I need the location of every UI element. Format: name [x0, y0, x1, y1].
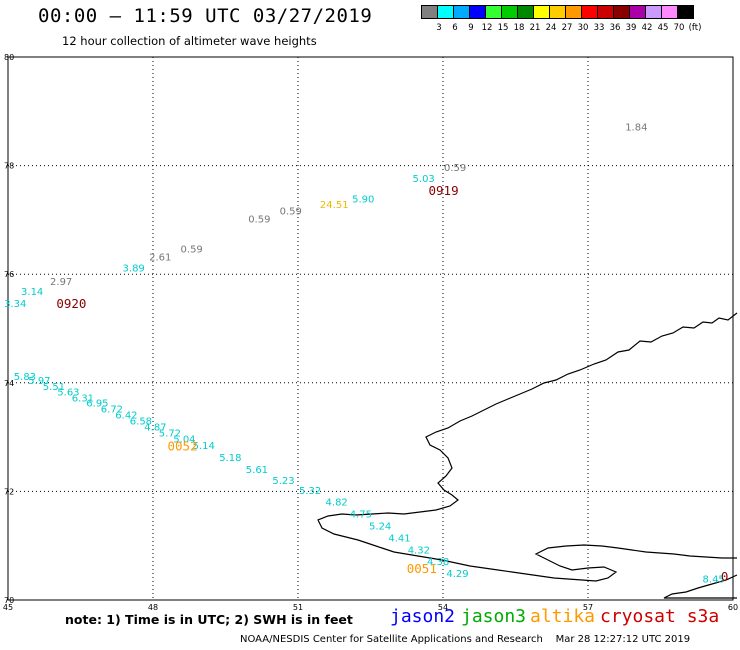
x-tick-label: 54: [438, 603, 448, 612]
page-title: 00:00 — 11:59 UTC 03/27/2019: [38, 5, 373, 27]
color-scale-label: 3: [436, 23, 442, 33]
y-tick-label: 76: [4, 270, 14, 279]
credit-center: NOAA/NESDIS Center for Satellite Applica…: [240, 634, 543, 645]
color-scale-label: 33: [593, 23, 605, 33]
units-note: note: 1) Time is in UTC; 2) SWH is in fe…: [65, 612, 353, 627]
swh-value-label: 4.41: [388, 533, 410, 544]
color-scale-bar: 3 6 9 12 15 18 21 24 27 30 33 36 39 42 45 70 (ft): [421, 5, 701, 33]
grid-lines: [8, 57, 733, 600]
coastline-mainland: [663, 574, 738, 599]
color-scale-swatch: (ft): [677, 5, 701, 33]
color-scale-swatch: 42: [629, 5, 652, 33]
y-tick-label: 74: [4, 379, 14, 388]
swh-value-label: 4.82: [326, 498, 348, 509]
swh-value-label: 5.23: [272, 476, 294, 487]
color-scale-label: 15: [497, 23, 509, 33]
y-tick-label: 78: [4, 162, 14, 171]
swh-value-label: 1.84: [625, 122, 647, 133]
color-scale-label: 36: [609, 23, 621, 33]
swh-value-label: 6.31: [72, 393, 94, 404]
legend-cryosat-s3a: cryosat s3a: [600, 606, 720, 627]
swh-value-label: 3.14: [21, 287, 43, 298]
y-tick-label: 70: [4, 596, 14, 605]
color-scale-label: 12: [481, 23, 493, 33]
y-tick-label: 80: [4, 53, 14, 62]
swh-value-label: 0.59: [280, 206, 302, 217]
color-scale-label: 39: [625, 23, 637, 33]
swh-value-label: 6.95: [86, 399, 108, 410]
swh-value-label: 6.72: [101, 405, 123, 416]
color-scale-label: 42: [641, 23, 653, 33]
swh-value-label: 5.63: [57, 387, 79, 398]
swh-value-label: 3.89: [123, 263, 145, 274]
swh-value-label: 5.18: [219, 453, 241, 464]
color-scale-label: 45: [657, 23, 669, 33]
swh-value-label: 5.61: [246, 465, 268, 476]
swh-value-label: 5.90: [352, 195, 374, 206]
swh-value-label: 0.59: [181, 244, 203, 255]
y-tick-label: 72: [4, 487, 14, 496]
credit-footer: NOAA/NESDIS Center for Satellite Applica…: [240, 634, 690, 645]
x-tick-label: 57: [583, 603, 593, 612]
coastline-novaya-zemlya: [317, 312, 738, 582]
swh-value-label: 4.38: [427, 557, 449, 568]
x-tick-label: 48: [148, 603, 158, 612]
pass-time-label: 0: [721, 569, 729, 584]
color-scale-swatch: 9: [453, 5, 474, 33]
color-scale-label: 27: [561, 23, 573, 33]
swh-value-label: 2.61: [149, 253, 171, 264]
color-scale-swatch: 18: [501, 5, 524, 33]
color-scale-label: 18: [513, 23, 525, 33]
color-scale-label: 9: [468, 23, 474, 33]
swh-value-label: 24.51: [320, 200, 349, 211]
pass-time-label: 0052: [168, 439, 198, 454]
swh-value-label: 5.03: [413, 174, 435, 185]
swh-value-label: 6.58: [130, 417, 152, 428]
swh-value-label: 5.32: [299, 486, 321, 497]
swh-value-label: 2.97: [50, 277, 72, 288]
swh-value-label: 3.34: [4, 299, 26, 310]
color-scale-unit: (ft): [688, 23, 702, 33]
legend-jason2: jason2: [390, 606, 456, 627]
credit-timestamp: Mar 28 12:27:12 UTC 2019: [555, 634, 691, 645]
color-scale-label: 30: [577, 23, 589, 33]
color-scale-label: 24: [545, 23, 557, 33]
swh-value-label: 8.45: [703, 575, 725, 586]
pass-time-label: 0920: [56, 296, 86, 311]
swh-value-label: 4.29: [446, 569, 468, 580]
swh-value-label: 4.75: [350, 509, 372, 520]
x-tick-label: 60: [728, 603, 738, 612]
pass-time-label: 0051: [407, 561, 437, 576]
legend-jason3: jason3: [461, 606, 527, 627]
swh-value-label: 4.87: [144, 423, 166, 434]
color-scale-label: 21: [529, 23, 541, 33]
legend-altika: altika: [530, 606, 596, 627]
page-subtitle: 12 hour collection of altimeter wave hei…: [62, 34, 317, 48]
swh-value-label: 0.59: [248, 215, 270, 226]
pass-time-label: 0919: [429, 183, 459, 198]
x-tick-label: 51: [293, 603, 303, 612]
color-scale-label: 6: [452, 23, 458, 33]
swh-value-label: 5.24: [369, 521, 391, 532]
swh-value-label: 0.59: [444, 163, 466, 174]
plot-frame: [7, 56, 734, 601]
swh-value-label: 5.04: [173, 435, 195, 446]
swh-value-label: 5.72: [159, 429, 181, 440]
swh-value-label: 5.83: [14, 372, 36, 383]
swh-value-label: 4.32: [408, 545, 430, 556]
x-tick-label: 45: [3, 603, 13, 612]
swh-value-label: 6.42: [115, 411, 137, 422]
color-scale-label: 70: [673, 23, 685, 33]
swh-value-label: 5.51: [43, 382, 65, 393]
swh-value-label: 5.14: [193, 441, 215, 452]
swh-value-label: 5.97: [28, 376, 50, 387]
